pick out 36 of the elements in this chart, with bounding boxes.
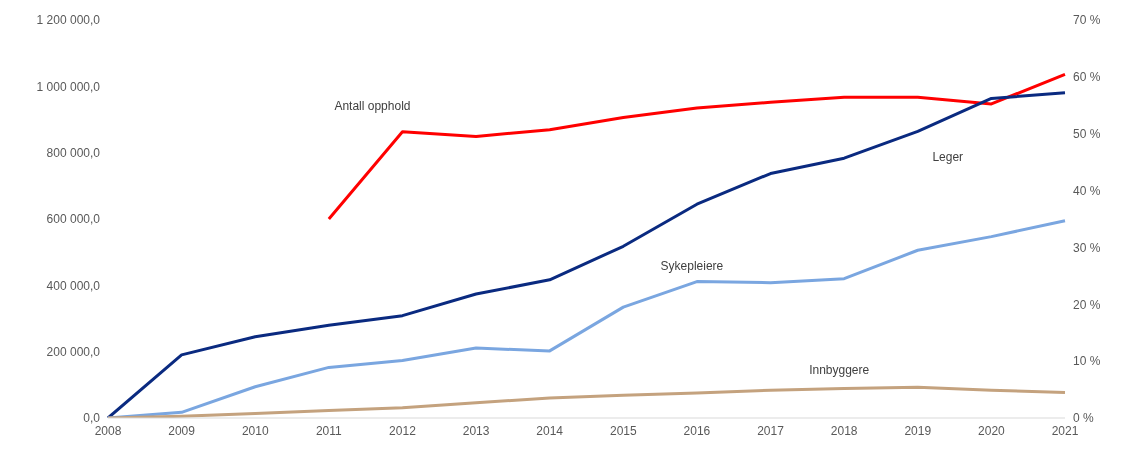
- x-tick-label: 2016: [683, 423, 711, 438]
- y2-tick-label: 10 %: [1073, 354, 1101, 369]
- y-tick-label: 800 000,0: [46, 145, 101, 160]
- y2-tick-label: 70 %: [1073, 13, 1101, 28]
- series-label: Leger: [932, 150, 964, 165]
- y2-tick-label: 30 %: [1073, 240, 1101, 255]
- x-tick-label: 2012: [389, 423, 417, 438]
- x-tick-label: 2021: [1051, 423, 1079, 438]
- y-tick-label: 0,0: [83, 411, 101, 426]
- y2-tick-label: 60 %: [1073, 70, 1101, 85]
- x-tick-label: 2009: [168, 423, 196, 438]
- x-tick-label: 2018: [830, 423, 858, 438]
- x-tick-label: 2014: [536, 423, 564, 438]
- series-label: Antall opphold: [334, 98, 411, 113]
- x-tick-label: 2015: [609, 423, 637, 438]
- x-tick-label: 2020: [978, 423, 1006, 438]
- y2-tick-label: 0 %: [1073, 411, 1095, 426]
- y2-tick-label: 50 %: [1073, 126, 1101, 141]
- x-tick-label: 2010: [241, 423, 269, 438]
- y2-tick-label: 20 %: [1073, 297, 1101, 312]
- x-tick-label: 2013: [462, 423, 490, 438]
- y-tick-label: 200 000,0: [46, 344, 101, 359]
- x-tick-label: 2008: [94, 423, 122, 438]
- line-series: [106, 91, 1067, 418]
- line-series: [106, 385, 1067, 418]
- y-tick-label: 1 000 000,0: [36, 79, 101, 94]
- x-tick-label: 2017: [757, 423, 785, 438]
- series-label: Innbyggere: [809, 363, 870, 378]
- y-tick-label: 600 000,0: [46, 212, 101, 227]
- y-tick-label: 400 000,0: [46, 278, 101, 293]
- x-tick-label: 2019: [904, 423, 932, 438]
- line-series: [327, 72, 1067, 221]
- y2-tick-label: 40 %: [1073, 183, 1101, 198]
- y-tick-label: 1 200 000,0: [36, 13, 101, 28]
- series-label: Sykepleiere: [660, 258, 724, 273]
- x-tick-label: 2011: [315, 423, 343, 438]
